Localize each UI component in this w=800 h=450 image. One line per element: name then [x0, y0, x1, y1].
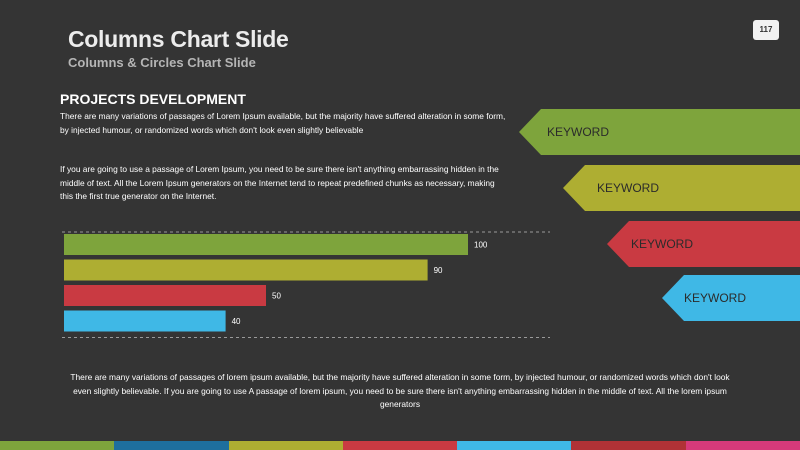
keyword-arrow-2: KEYWORD — [563, 165, 800, 211]
strip-segment-1 — [0, 441, 115, 450]
chart-data-label-1: 100 — [474, 241, 488, 250]
keyword-arrow-3: KEYWORD — [607, 221, 800, 267]
strip-segment-3 — [228, 441, 343, 450]
intro-paragraph: There are many variations of passages of… — [60, 111, 506, 135]
section-heading: PROJECTS DEVELOPMENT — [60, 91, 246, 107]
slide-subtitle: Columns & Circles Chart Slide — [68, 55, 256, 70]
strip-segment-6 — [571, 441, 686, 450]
chart-bar-2 — [64, 259, 428, 281]
chart-data-label-3: 50 — [272, 292, 281, 301]
keyword-arrow-1: KEYWORD — [519, 109, 800, 155]
strip-segment-5 — [457, 441, 572, 450]
page-number-badge: 117 — [753, 20, 779, 40]
keyword-arrow-4: KEYWORD — [662, 275, 800, 321]
footer-paragraph: There are many variations of passages of… — [70, 372, 730, 409]
bottom-color-strip — [0, 441, 800, 450]
strip-segment-7 — [685, 441, 800, 450]
chart-bar-4 — [64, 310, 226, 332]
strip-segment-4 — [342, 441, 458, 450]
chart-bar-1 — [64, 234, 468, 255]
chart-data-label-4: 40 — [232, 317, 241, 326]
bar-chart: 100 90 50 40 — [62, 231, 550, 338]
chart-bar-3 — [64, 285, 266, 306]
strip-segment-2 — [114, 441, 229, 450]
chart-data-label-2: 90 — [434, 266, 443, 275]
second-paragraph: If you are going to use a passage of Lor… — [60, 164, 499, 201]
slide-title: Columns Chart Slide — [68, 26, 289, 52]
